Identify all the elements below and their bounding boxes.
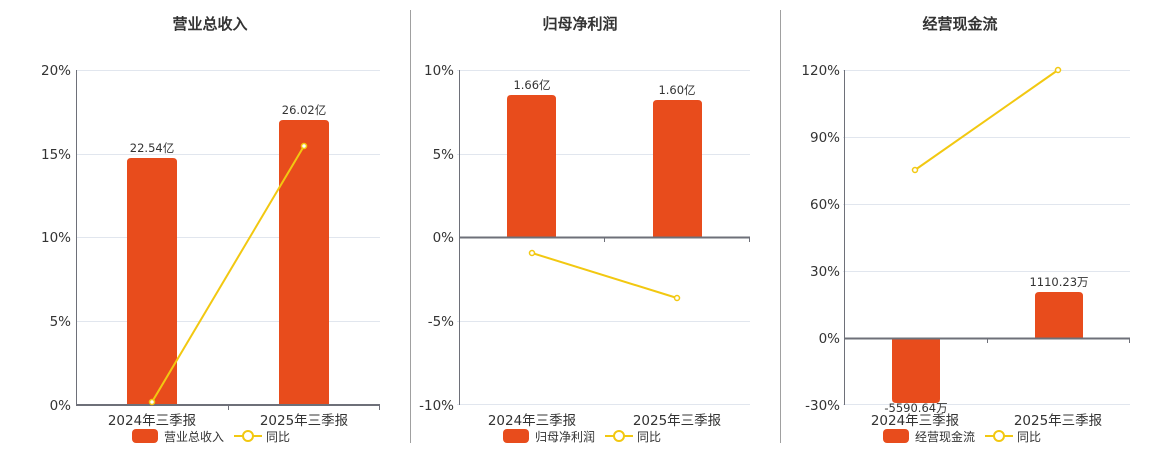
panel-divider-2 [780,10,781,443]
svg-text:20%: 20% [41,63,71,79]
chart3-bar-label-2025: 1110.23万 [1029,275,1088,289]
chart1-y-axis-labels: 20% 15% 10% 5% 0% [41,63,71,414]
chart3-legend-line-label[interactable]: 同比 [1017,429,1042,444]
chart1-title: 营业总收入 [172,15,248,33]
chart3-bar-2024[interactable] [892,338,940,403]
legend-line-marker-icon[interactable] [605,429,634,443]
chart3-x-label-2025: 2025年三季报 [1014,413,1102,429]
svg-text:-30%: -30% [805,398,840,414]
legend-bar-swatch-icon[interactable] [132,429,158,443]
chart2-gridlines [457,70,750,405]
chart3-yoy-point-2025[interactable] [1054,66,1062,74]
legend-line-marker-icon[interactable] [985,429,1014,443]
chart1-legend: 营业总收入 同比 [132,427,290,445]
chart2-title: 归母净利润 [542,15,618,33]
svg-text:5%: 5% [433,147,455,163]
chart3-legend: 经营现金流 同比 [883,427,1041,445]
legend-bar-swatch-icon[interactable] [883,429,909,443]
chart2-bar-label-2024: 1.66亿 [513,78,550,92]
panel-divider-1 [410,10,411,443]
chart1-bar-label-2024: 22.54亿 [130,141,174,155]
chart1-legend-bar-label[interactable]: 营业总收入 [164,429,225,444]
chart1-yoy-line [151,145,305,403]
svg-text:30%: 30% [810,264,840,280]
chart2-yoy-line [531,252,678,299]
svg-text:15%: 15% [41,147,71,163]
chart2-bar-2025[interactable] [653,100,702,237]
chart3-title: 经营现金流 [922,15,998,33]
chart1-bar-2025[interactable] [279,120,329,405]
svg-text:10%: 10% [41,230,71,246]
chart1-x-label-2024: 2024年三季报 [108,413,196,429]
svg-text:0%: 0% [819,331,841,347]
chart1-yoy-point-2025[interactable] [300,142,308,150]
chart1-x-label-2025: 2025年三季报 [260,413,348,429]
chart3-gridlines [843,70,1130,405]
chart2-bar-label-2025: 1.60亿 [658,83,695,97]
chart1-legend-line-label[interactable]: 同比 [266,429,291,444]
chart1-bar-label-2025: 26.02亿 [282,103,326,117]
chart1-bar-2024[interactable] [127,158,177,405]
chart2-y-axis-labels: 10% 5% 0% -5% -10% [419,63,454,414]
chart1-yoy-point-2024[interactable] [148,398,156,406]
chart3-bar-2025[interactable] [1035,292,1083,338]
chart2-legend-line-label[interactable]: 同比 [637,429,662,444]
svg-text:120%: 120% [801,63,840,79]
chart2-yoy-point-2024[interactable] [528,249,536,257]
svg-text:-10%: -10% [419,398,454,414]
svg-text:10%: 10% [424,63,454,79]
svg-text:-5%: -5% [428,314,454,330]
legend-line-marker-icon[interactable] [234,429,263,443]
legend-bar-swatch-icon[interactable] [503,429,529,443]
svg-text:60%: 60% [810,197,840,213]
chart3-x-label-2024: 2024年三季报 [871,413,959,429]
chart3-y-axis-labels: 120% 90% 60% 30% 0% -30% [801,63,840,414]
svg-text:5%: 5% [50,314,72,330]
chart3-yoy-line [914,69,1059,171]
chart3-bar-label-2024: -5590.64万 [884,401,947,415]
chart2-legend: 归母净利润 同比 [503,427,661,445]
chart3-legend-bar-label[interactable]: 经营现金流 [915,429,976,444]
chart2-x-label-2025: 2025年三季报 [633,413,721,429]
chart2-legend-bar-label[interactable]: 归母净利润 [535,429,596,444]
chart2-bar-2024[interactable] [507,95,556,237]
svg-text:90%: 90% [810,130,840,146]
chart1-gridlines [76,70,380,322]
chart2-yoy-point-2025[interactable] [673,294,681,302]
svg-text:0%: 0% [433,230,455,246]
chart3-yoy-point-2024[interactable] [911,166,919,174]
chart2-x-label-2024: 2024年三季报 [488,413,576,429]
svg-text:0%: 0% [50,398,72,414]
